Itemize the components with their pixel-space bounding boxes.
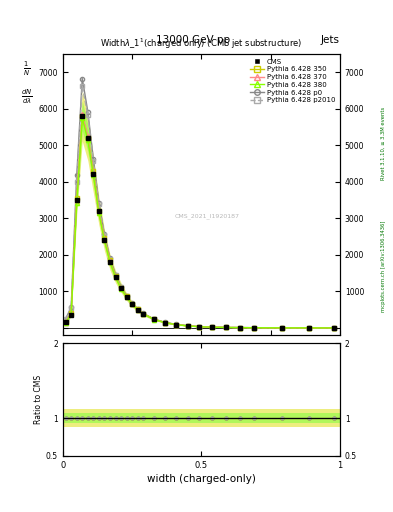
Text: CMS_2021_I1920187: CMS_2021_I1920187 (174, 213, 239, 219)
Legend: CMS, Pythia 6.428 350, Pythia 6.428 370, Pythia 6.428 380, Pythia 6.428 p0, Pyth: CMS, Pythia 6.428 350, Pythia 6.428 370,… (248, 57, 336, 104)
Y-axis label: Ratio to CMS: Ratio to CMS (34, 375, 43, 424)
Text: Width$\lambda\_1^1$(charged only) (CMS jet substructure): Width$\lambda\_1^1$(charged only) (CMS j… (100, 36, 303, 51)
Text: 13000 GeV pp: 13000 GeV pp (156, 35, 230, 45)
Text: mcplots.cern.ch [arXiv:1306.3436]: mcplots.cern.ch [arXiv:1306.3436] (381, 221, 386, 312)
Text: Jets: Jets (321, 35, 340, 45)
Text: Rivet 3.1.10, ≥ 3.3M events: Rivet 3.1.10, ≥ 3.3M events (381, 106, 386, 180)
Text: $\frac{dN}{d\lambda}$: $\frac{dN}{d\lambda}$ (21, 88, 33, 106)
Text: $\frac{1}{N}$: $\frac{1}{N}$ (23, 59, 30, 78)
X-axis label: width (charged-only): width (charged-only) (147, 474, 256, 484)
